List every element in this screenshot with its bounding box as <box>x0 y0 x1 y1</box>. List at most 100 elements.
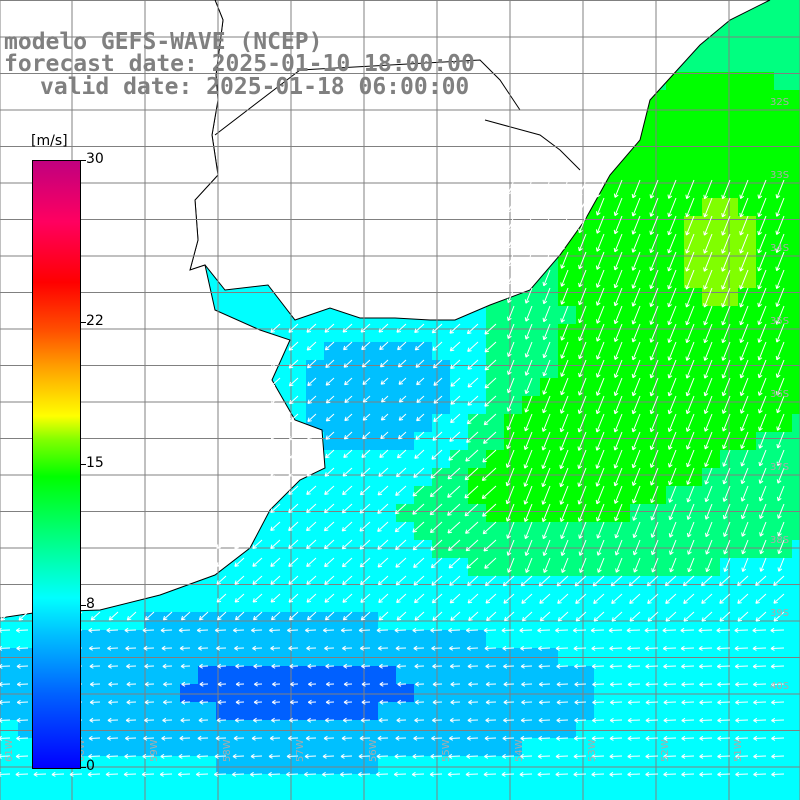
latitude-label: 38S <box>770 535 789 546</box>
speed-cell <box>684 90 702 108</box>
speed-cell <box>306 630 324 648</box>
longitude-label: 61W <box>4 739 15 762</box>
speed-cell <box>396 414 414 432</box>
speed-cell <box>774 630 792 648</box>
speed-cell <box>324 774 342 792</box>
speed-cell <box>108 792 126 800</box>
speed-cell <box>792 126 800 144</box>
speed-cell <box>180 666 198 684</box>
speed-cell <box>342 756 360 774</box>
speed-cell <box>396 432 414 450</box>
speed-cell <box>432 684 450 702</box>
speed-cell <box>792 720 800 738</box>
speed-cell <box>486 468 504 486</box>
speed-cell <box>468 630 486 648</box>
speed-cell <box>378 468 396 486</box>
speed-cell <box>234 774 252 792</box>
speed-cell <box>342 324 360 342</box>
speed-cell <box>612 738 630 756</box>
speed-cell <box>756 702 774 720</box>
speed-cell <box>702 720 720 738</box>
speed-cell <box>666 666 684 684</box>
speed-cell <box>414 378 432 396</box>
speed-cell <box>756 792 774 800</box>
speed-cell <box>486 792 504 800</box>
speed-cell <box>396 792 414 800</box>
speed-cell <box>702 126 720 144</box>
speed-cell <box>450 522 468 540</box>
speed-cell <box>756 774 774 792</box>
speed-cell <box>0 792 18 800</box>
speed-cell <box>216 666 234 684</box>
speed-cell <box>324 792 342 800</box>
speed-cell <box>162 702 180 720</box>
speed-cell <box>360 486 378 504</box>
speed-cell <box>0 720 18 738</box>
speed-cell <box>774 738 792 756</box>
speed-cell <box>648 666 666 684</box>
speed-cell <box>0 774 18 792</box>
speed-cell <box>450 378 468 396</box>
speed-cell <box>738 36 756 54</box>
speed-cell <box>378 378 396 396</box>
speed-cell <box>342 432 360 450</box>
speed-cell <box>756 756 774 774</box>
speed-cell <box>594 702 612 720</box>
speed-cell <box>468 738 486 756</box>
speed-cell <box>252 792 270 800</box>
speed-cell <box>540 630 558 648</box>
speed-cell <box>252 288 270 306</box>
speed-cell <box>90 720 108 738</box>
speed-cell <box>414 342 432 360</box>
speed-cell <box>576 702 594 720</box>
speed-cell <box>414 630 432 648</box>
speed-cell <box>252 630 270 648</box>
speed-cell <box>792 504 800 522</box>
speed-cell <box>414 792 432 800</box>
speed-cell <box>576 792 594 800</box>
speed-cell <box>324 702 342 720</box>
speed-cell <box>486 540 504 558</box>
speed-cell <box>504 684 522 702</box>
speed-cell <box>702 162 720 180</box>
speed-cell <box>198 630 216 648</box>
speed-cell <box>360 702 378 720</box>
speed-cell <box>306 342 324 360</box>
speed-cell <box>648 702 666 720</box>
speed-cell <box>324 684 342 702</box>
speed-cell <box>378 396 396 414</box>
speed-cell <box>468 720 486 738</box>
speed-cell <box>792 558 800 576</box>
speed-cell <box>792 432 800 450</box>
speed-cell <box>630 792 648 800</box>
speed-cell <box>252 558 270 576</box>
colorbar-tick-label: 30 <box>86 151 104 167</box>
speed-cell <box>576 720 594 738</box>
speed-cell <box>414 594 432 612</box>
speed-cell <box>180 720 198 738</box>
colorbar-tick-label: 22 <box>86 313 104 329</box>
speed-cell <box>648 774 666 792</box>
speed-cell <box>306 486 324 504</box>
speed-cell <box>252 774 270 792</box>
speed-cell <box>360 342 378 360</box>
speed-cell <box>396 738 414 756</box>
speed-cell <box>270 684 288 702</box>
speed-cell <box>432 486 450 504</box>
speed-cell <box>738 162 756 180</box>
speed-cell <box>792 342 800 360</box>
speed-cell <box>108 666 126 684</box>
speed-cell <box>576 684 594 702</box>
longitude-label: 51W <box>733 739 744 762</box>
speed-cell <box>522 720 540 738</box>
speed-cell <box>684 774 702 792</box>
speed-cell <box>792 630 800 648</box>
speed-cell <box>396 702 414 720</box>
speed-cell <box>342 486 360 504</box>
speed-cell <box>450 738 468 756</box>
speed-cell <box>198 684 216 702</box>
speed-cell <box>252 540 270 558</box>
speed-cell <box>414 720 432 738</box>
speed-cell <box>180 594 198 612</box>
speed-cell <box>792 18 800 36</box>
